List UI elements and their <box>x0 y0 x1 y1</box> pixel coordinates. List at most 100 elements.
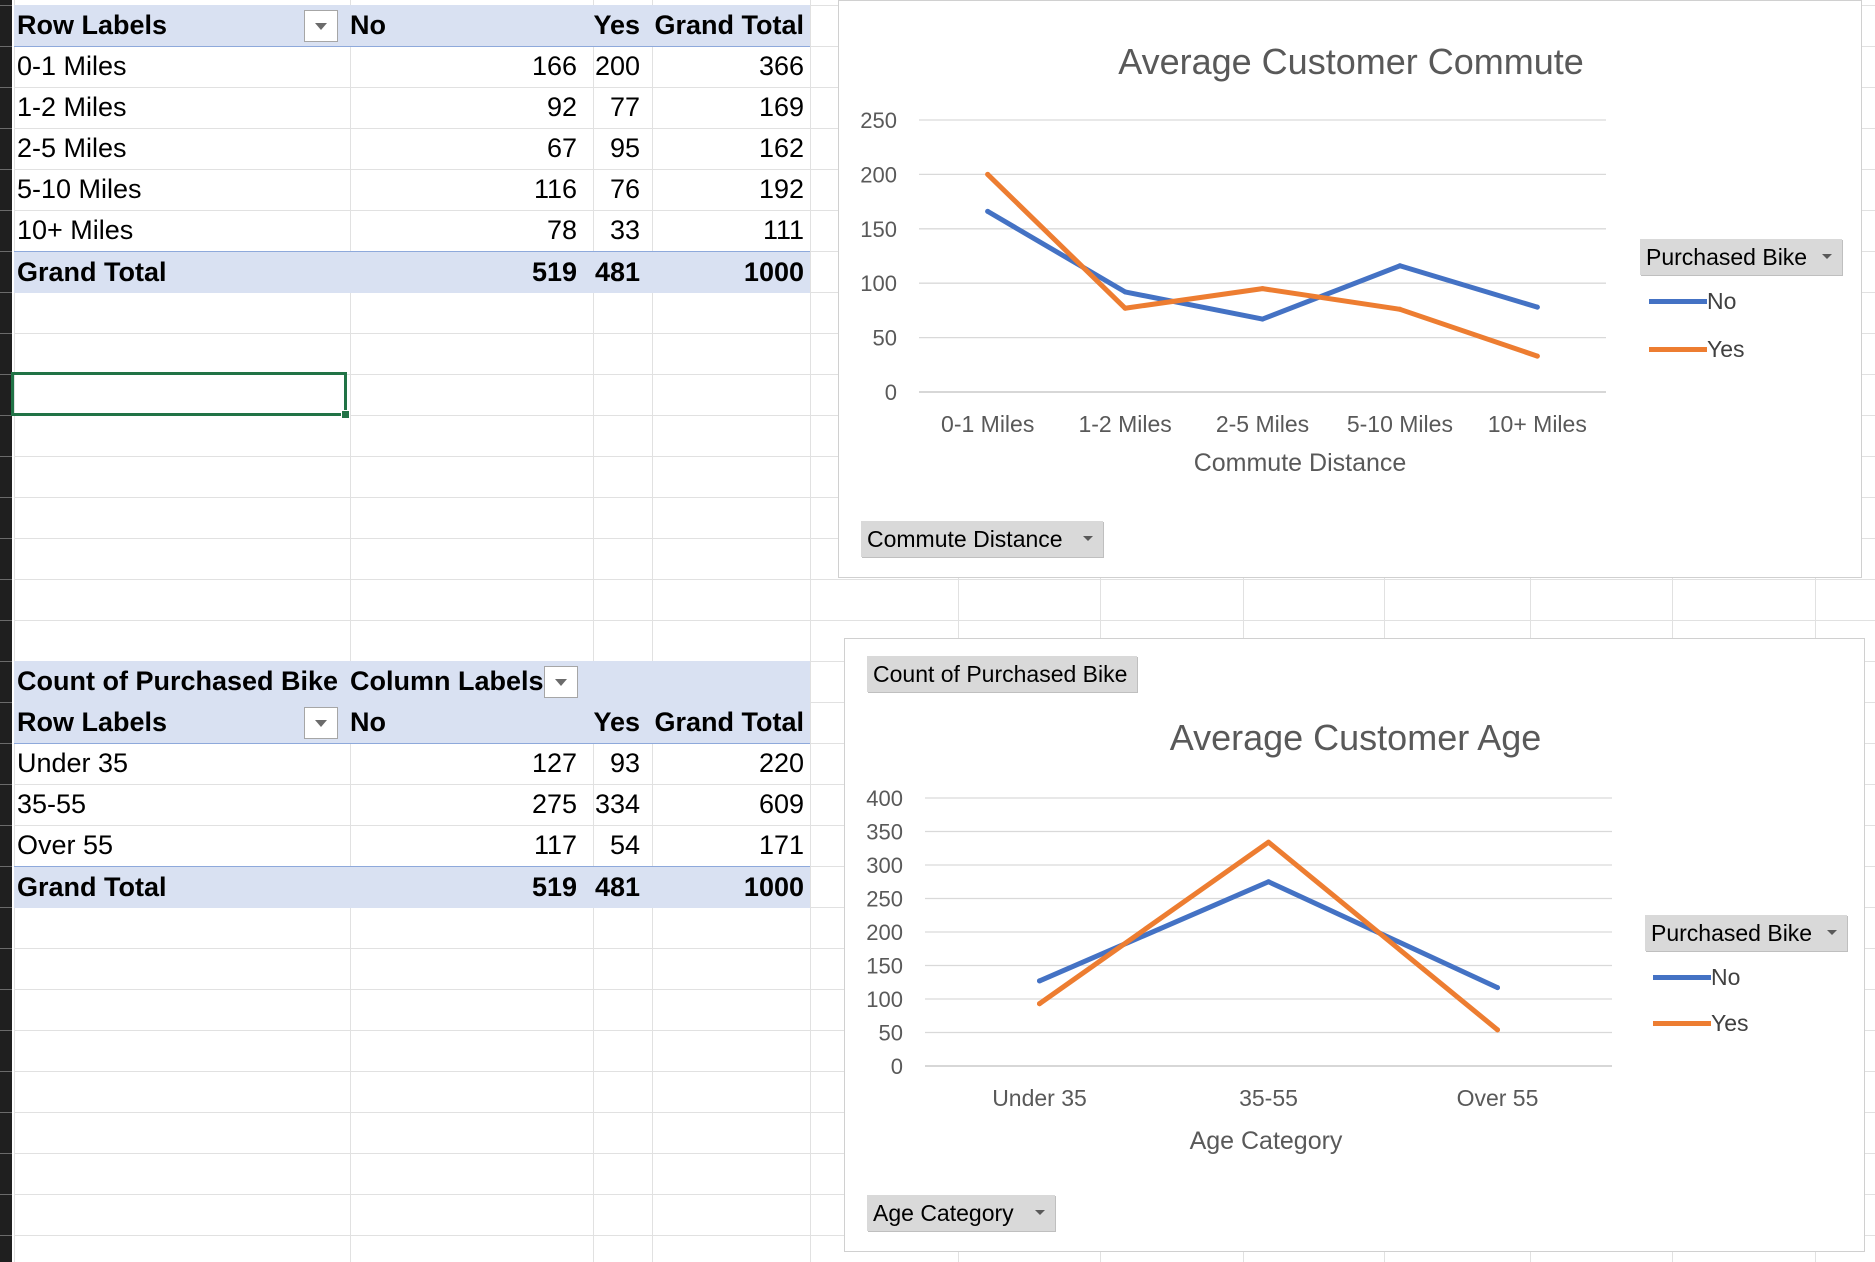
table-row: 5-10 Miles 116 76 192 <box>14 169 810 210</box>
row-label: 2-5 Miles <box>17 133 127 163</box>
chart-title: Average Customer Commute <box>1118 41 1584 82</box>
x-axis-title-text: Commute Distance <box>1193 449 1407 477</box>
values-field-button[interactable]: Count of Purchased Bike <box>867 656 1137 692</box>
grand-total-no: 519 <box>531 872 577 902</box>
chart-commute[interactable]: 0 50 100 150 200 250 0-1 Miles 1-2 Miles 2-5 Mil… <box>838 0 1862 578</box>
row-header-tick <box>0 374 12 375</box>
data-point-yes[interactable] <box>985 171 991 177</box>
data-point-yes[interactable] <box>1397 306 1403 312</box>
row-labels-filter-button[interactable] <box>304 707 338 739</box>
row-header-tick <box>0 948 12 949</box>
row-header-tick <box>0 579 12 580</box>
col-header-yes: Yes <box>593 707 640 737</box>
x-tick-label: 35-55 <box>1239 1085 1298 1111</box>
col-header-yes: Yes <box>593 10 640 40</box>
chart-age[interactable]: 0 50 100 150 200 250 300 350 400 Under 35 35-55 Ove… <box>844 638 1865 1252</box>
cell-grand-total: 609 <box>758 789 804 819</box>
row-label: Under 35 <box>17 748 129 778</box>
legend-field-button[interactable]: Purchased Bike <box>1645 915 1847 951</box>
data-point-no[interactable] <box>1037 978 1042 984</box>
data-point-yes[interactable] <box>1534 353 1540 359</box>
x-tick-label: 2-5 Miles <box>1216 411 1309 437</box>
data-point-no[interactable] <box>1397 263 1403 269</box>
row-labels-filter-button[interactable] <box>304 10 338 42</box>
data-point-yes[interactable] <box>1495 1027 1500 1033</box>
chevron-down-icon <box>1035 1210 1045 1215</box>
legend-label-no: No <box>1711 964 1741 990</box>
row-header-tick <box>0 620 12 621</box>
cell-no: 166 <box>531 51 577 81</box>
series-line-yes[interactable] <box>1037 839 1500 1033</box>
legend-field-button[interactable]: Purchased Bike <box>1640 239 1842 275</box>
row-header-tick <box>0 1153 12 1154</box>
pivot-header-row: Row Labels No Yes Grand Total <box>14 702 810 744</box>
row-header-tick <box>0 87 12 88</box>
y-tick-label: 50 <box>873 326 897 351</box>
series-line-no[interactable] <box>985 208 1540 322</box>
cell-grand-total: 220 <box>758 748 804 778</box>
grand-total-yes: 481 <box>594 257 640 287</box>
row-header-tick <box>0 1071 12 1072</box>
commute-distance-field-button[interactable]: Commute Distance <box>861 521 1103 557</box>
age-category-field-button[interactable]: Age Category <box>867 1195 1055 1231</box>
series-line-yes[interactable] <box>985 171 1540 359</box>
data-point-no[interactable] <box>985 208 991 214</box>
data-point-no[interactable] <box>1495 985 1500 991</box>
row-header-tick <box>0 1194 12 1195</box>
cell-yes: 95 <box>609 133 640 163</box>
legend-swatch-no <box>1649 299 1707 304</box>
cell-grand-total: 366 <box>758 51 804 81</box>
grand-total-no: 519 <box>531 257 577 287</box>
legend-swatch-no <box>1653 975 1711 980</box>
data-point-no[interactable] <box>1122 289 1128 295</box>
y-tick-label: 150 <box>860 217 897 242</box>
row-header-tick <box>0 333 12 334</box>
y-tick-label: 300 <box>866 853 903 878</box>
grand-total-yes: 481 <box>594 872 640 902</box>
row-header-tick <box>0 456 12 457</box>
cell-grand-total: 171 <box>758 830 804 860</box>
data-point-no[interactable] <box>1534 304 1540 310</box>
fill-handle[interactable] <box>341 410 350 419</box>
y-tick-label: 200 <box>866 920 903 945</box>
field-button-label: Count of Purchased Bike <box>873 661 1128 687</box>
legend-label-no: No <box>1707 288 1737 314</box>
selected-cell[interactable] <box>11 372 350 419</box>
data-point-no[interactable] <box>1266 879 1271 885</box>
grand-total-value: 1000 <box>743 872 804 902</box>
x-tick-label: 1-2 Miles <box>1078 411 1171 437</box>
data-point-no[interactable] <box>1260 316 1265 322</box>
row-header-tick <box>0 497 12 498</box>
legend-swatch-yes <box>1653 1021 1711 1026</box>
column-labels-filter-button[interactable] <box>544 666 578 698</box>
values-field-header: Count of Purchased Bike <box>17 666 339 696</box>
row-label: 10+ Miles <box>17 215 134 245</box>
legend-swatch-yes <box>1649 347 1707 352</box>
table-row: Under 35 127 93 220 <box>14 743 810 784</box>
cell-grand-total: 192 <box>758 174 804 204</box>
x-tick-label: Over 55 <box>1457 1085 1539 1111</box>
x-axis-title-text: Age Category <box>1189 1127 1343 1155</box>
row-header-tick <box>0 1112 12 1113</box>
cell-no: 127 <box>531 748 577 778</box>
row-header-tick <box>0 702 12 703</box>
field-button-label: Commute Distance <box>867 526 1063 552</box>
row-header-tick <box>0 169 12 170</box>
data-point-yes[interactable] <box>1122 305 1128 311</box>
row-header-strip <box>0 0 12 1262</box>
cell-yes: 334 <box>594 789 640 819</box>
data-point-yes[interactable] <box>1037 1001 1042 1007</box>
y-tick-label: 200 <box>860 162 897 187</box>
cell-grand-total: 169 <box>758 92 804 122</box>
row-header-tick <box>0 825 12 826</box>
x-tick-label: Under 35 <box>992 1085 1087 1111</box>
cell-yes: 93 <box>609 748 640 778</box>
row-label: 1-2 Miles <box>17 92 127 122</box>
cell-yes: 33 <box>609 215 640 245</box>
y-tick-label: 250 <box>866 887 903 912</box>
data-point-yes[interactable] <box>1266 839 1271 845</box>
data-point-yes[interactable] <box>1260 286 1265 292</box>
row-header-tick <box>0 989 12 990</box>
y-tick-label: 150 <box>866 954 903 979</box>
row-header-tick <box>0 866 12 867</box>
